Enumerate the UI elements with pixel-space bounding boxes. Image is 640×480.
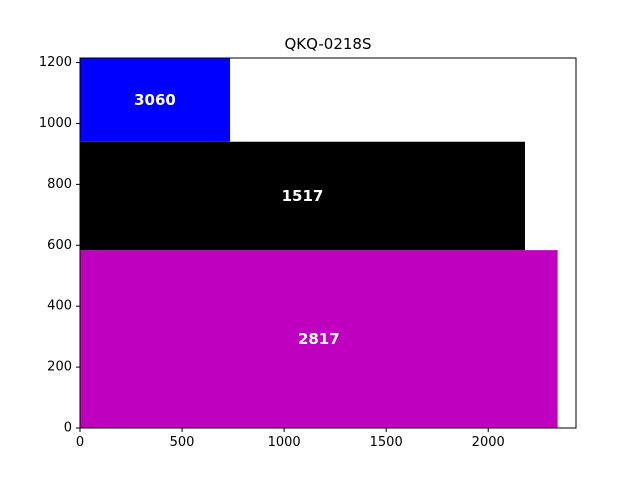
chart-title: QKQ-0218S — [285, 35, 372, 53]
plot-frame — [79, 57, 577, 429]
bar-label-0: 2817 — [298, 330, 340, 348]
y-tick-label: 1000 — [39, 116, 72, 131]
bar-labels: 2817 1517 3060 — [134, 91, 340, 348]
x-tick-label: 2000 — [472, 435, 505, 450]
x-tick-label: 1000 — [268, 435, 301, 450]
bar-1 — [80, 141, 525, 251]
y-tick-label: 800 — [47, 177, 72, 192]
bar-0 — [80, 250, 558, 428]
x-tick-label: 1500 — [370, 435, 403, 450]
y-tick-label: 400 — [47, 299, 72, 314]
y-tick-label: 600 — [47, 238, 72, 253]
y-tick-label: 0 — [64, 421, 72, 436]
x-tick-label: 0 — [76, 435, 84, 450]
bars — [80, 58, 558, 428]
bar-2 — [80, 58, 231, 142]
bar-label-2: 3060 — [134, 91, 176, 109]
y-tick-label: 1200 — [39, 55, 72, 70]
x-tick-label: 500 — [170, 435, 195, 450]
y-tick-label: 200 — [47, 360, 72, 375]
y-axis: 0 200 400 600 800 1000 1200 — [39, 55, 80, 436]
bar-label-1: 1517 — [282, 187, 324, 205]
x-axis: 0 500 1000 1500 2000 — [76, 428, 505, 450]
